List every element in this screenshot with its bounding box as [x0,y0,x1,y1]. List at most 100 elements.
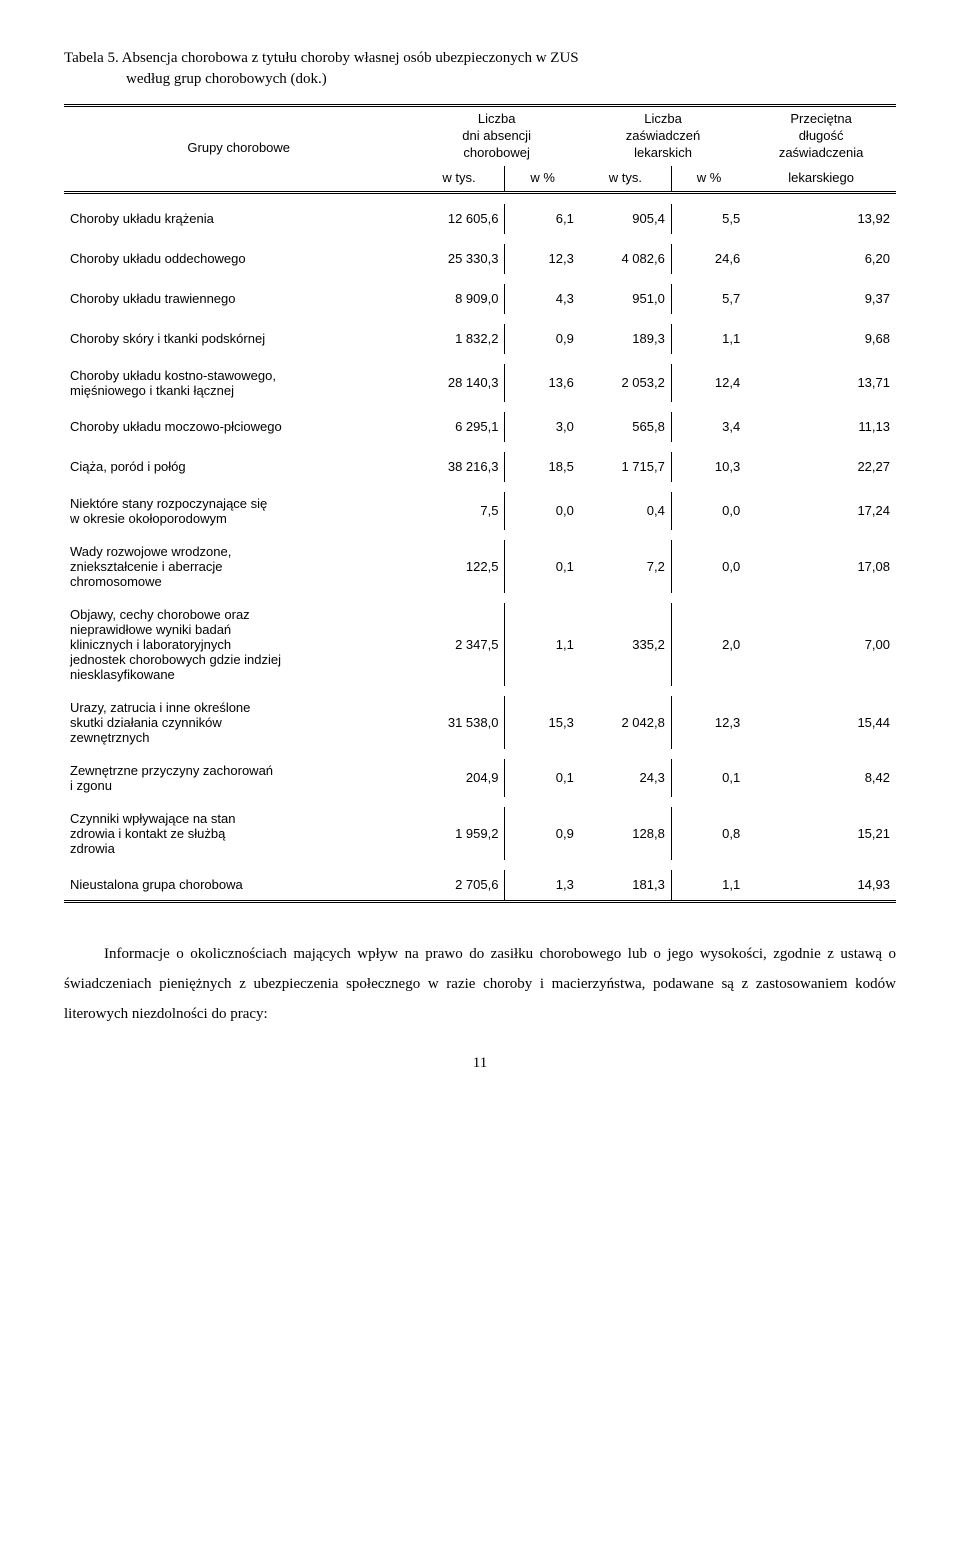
th-liczba-1: Liczba [478,111,516,126]
row-label: Nieustalona grupa chorobowa [64,870,413,902]
table-row: Ciąża, poród i połóg38 216,318,51 715,71… [64,452,896,482]
row-c4: 12,4 [671,364,746,402]
table-row: Choroby układu kostno-stawowego,mięśniow… [64,364,896,402]
th-lek: lekarskich [634,145,692,160]
table-row: Czynniki wpływające na stanzdrowia i kon… [64,807,896,860]
row-c2: 15,3 [505,696,580,749]
row-c5: 13,92 [746,204,896,234]
table-row: Urazy, zatrucia i inne określoneskutki d… [64,696,896,749]
row-c1: 122,5 [413,540,505,593]
table-row: Choroby układu moczowo-płciowego6 295,13… [64,412,896,442]
row-c4: 12,3 [671,696,746,749]
row-label: Czynniki wpływające na stanzdrowia i kon… [64,807,413,860]
row-label: Choroby układu trawiennego [64,284,413,314]
th-prz: Przeciętna [790,111,851,126]
table-row: Choroby układu krążenia12 605,66,1905,45… [64,204,896,234]
row-c4: 0,8 [671,807,746,860]
row-c2: 1,1 [505,603,580,686]
row-c3: 181,3 [580,870,672,902]
row-label: Zewnętrzne przyczyny zachorowańi zgonu [64,759,413,797]
row-c3: 7,2 [580,540,672,593]
th-wpct-1: w % [505,166,580,192]
row-c5: 9,68 [746,324,896,354]
row-c5: 11,13 [746,412,896,442]
row-c4: 24,6 [671,244,746,274]
row-c5: 6,20 [746,244,896,274]
row-c3: 335,2 [580,603,672,686]
th-liczba-2: Liczba [644,111,682,126]
row-c1: 1 959,2 [413,807,505,860]
table-row: Zewnętrzne przyczyny zachorowańi zgonu20… [64,759,896,797]
row-label: Objawy, cechy chorobowe oraznieprawidłow… [64,603,413,686]
row-label: Urazy, zatrucia i inne określoneskutki d… [64,696,413,749]
th-zasw: zaświadczeń [626,128,700,143]
row-c3: 4 082,6 [580,244,672,274]
row-c1: 31 538,0 [413,696,505,749]
row-c4: 10,3 [671,452,746,482]
page-number: 11 [64,1055,896,1072]
row-c3: 189,3 [580,324,672,354]
row-c3: 951,0 [580,284,672,314]
table-row: Nieustalona grupa chorobowa2 705,61,3181… [64,870,896,902]
row-c1: 1 832,2 [413,324,505,354]
row-c4: 1,1 [671,324,746,354]
table-row: Choroby układu oddechowego25 330,312,34 … [64,244,896,274]
row-label: Choroby układu moczowo-płciowego [64,412,413,442]
row-c1: 12 605,6 [413,204,505,234]
row-c5: 14,93 [746,870,896,902]
row-c5: 17,08 [746,540,896,593]
row-c1: 2 347,5 [413,603,505,686]
th-grupy: Grupy chorobowe [64,106,413,193]
title-line1: Tabela 5. Absencja chorobowa z tytułu ch… [64,50,579,66]
th-wtys-2: w tys. [580,166,672,192]
row-c3: 1 715,7 [580,452,672,482]
title-line2: według grup chorobowych (dok.) [64,69,896,90]
row-label: Ciąża, poród i połóg [64,452,413,482]
row-c1: 28 140,3 [413,364,505,402]
row-label: Niektóre stany rozpoczynające sięw okres… [64,492,413,530]
row-c5: 8,42 [746,759,896,797]
row-label: Choroby układu oddechowego [64,244,413,274]
table-title: Tabela 5. Absencja chorobowa z tytułu ch… [64,48,896,90]
row-c5: 9,37 [746,284,896,314]
th-zasw2: zaświadczenia [779,145,864,160]
row-c4: 5,7 [671,284,746,314]
row-c1: 204,9 [413,759,505,797]
data-table: Grupy chorobowe Liczba dni absencji chor… [64,104,896,903]
row-c3: 128,8 [580,807,672,860]
th-chorobowej: chorobowej [463,145,530,160]
row-c4: 0,0 [671,492,746,530]
row-c3: 565,8 [580,412,672,442]
row-c3: 24,3 [580,759,672,797]
row-c5: 17,24 [746,492,896,530]
row-c2: 0,9 [505,324,580,354]
table-body: Choroby układu krążenia12 605,66,1905,45… [64,192,896,901]
table-row: Wady rozwojowe wrodzone,zniekształcenie … [64,540,896,593]
row-label: Choroby układu kostno-stawowego,mięśniow… [64,364,413,402]
row-c1: 25 330,3 [413,244,505,274]
row-c3: 2 042,8 [580,696,672,749]
row-c5: 7,00 [746,603,896,686]
table-row: Choroby skóry i tkanki podskórnej1 832,2… [64,324,896,354]
row-c4: 0,1 [671,759,746,797]
row-c2: 4,3 [505,284,580,314]
row-c2: 0,1 [505,540,580,593]
row-c2: 0,0 [505,492,580,530]
table-row: Choroby układu trawiennego8 909,04,3951,… [64,284,896,314]
row-c4: 3,4 [671,412,746,442]
row-c2: 12,3 [505,244,580,274]
row-c1: 8 909,0 [413,284,505,314]
row-c5: 15,44 [746,696,896,749]
row-label: Wady rozwojowe wrodzone,zniekształcenie … [64,540,413,593]
th-dlug: długość [799,128,844,143]
row-c4: 2,0 [671,603,746,686]
row-c2: 1,3 [505,870,580,902]
table-row: Niektóre stany rozpoczynające sięw okres… [64,492,896,530]
row-c2: 3,0 [505,412,580,442]
row-label: Choroby układu krążenia [64,204,413,234]
row-c4: 5,5 [671,204,746,234]
row-c3: 0,4 [580,492,672,530]
row-label: Choroby skóry i tkanki podskórnej [64,324,413,354]
th-wpct-2: w % [671,166,746,192]
row-c1: 38 216,3 [413,452,505,482]
